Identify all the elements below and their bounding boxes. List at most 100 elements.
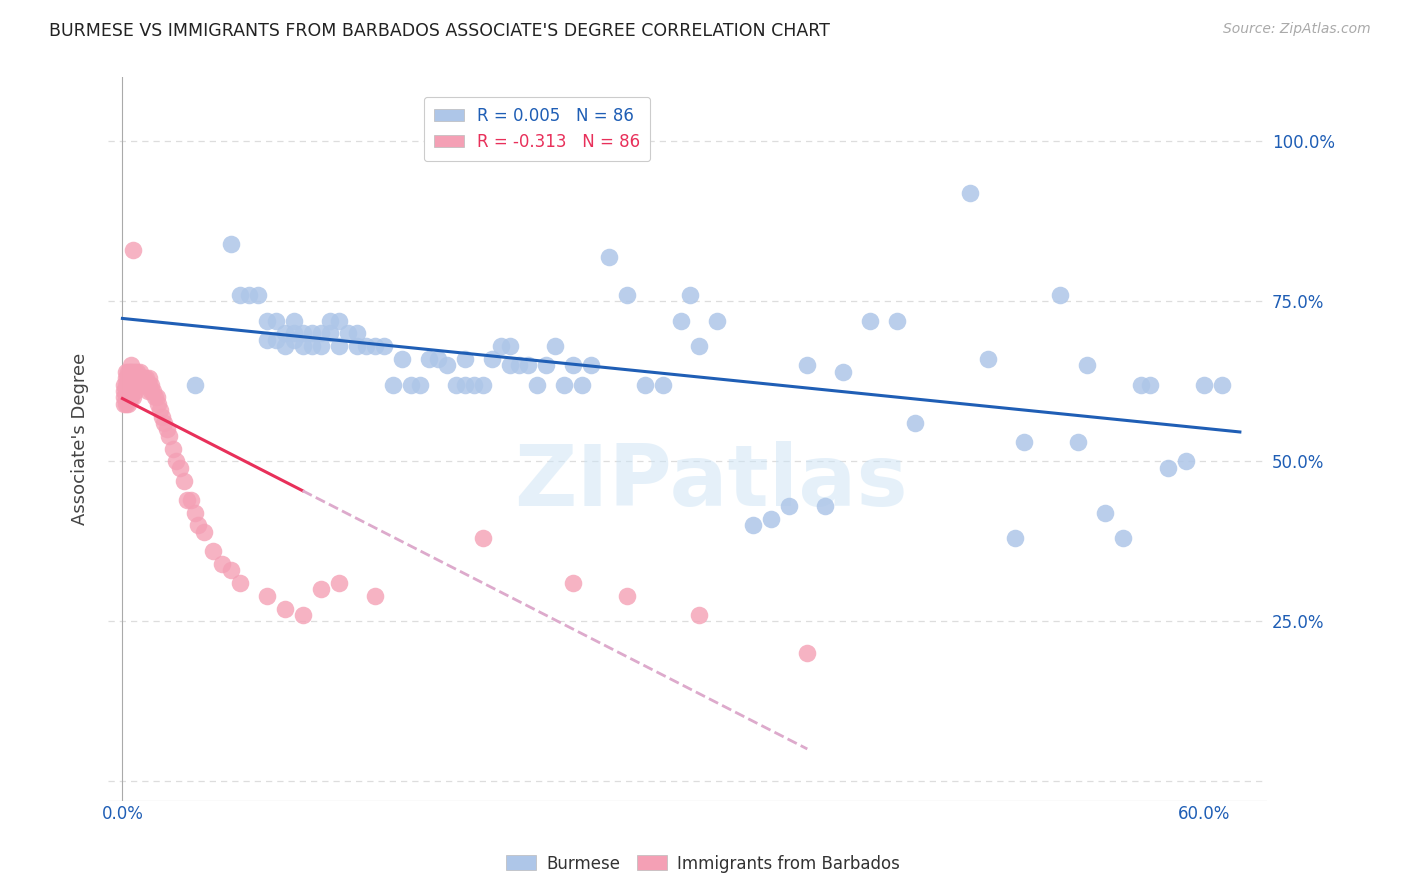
Point (1076, 359, 1098, 373)
Point (1129, 377, 1152, 392)
Point (228, 576, 250, 591)
Point (148, 397, 170, 411)
Point (117, 391, 139, 405)
Point (688, 339, 710, 353)
Point (132, 377, 155, 392)
Point (309, 326, 332, 341)
Point (481, 352, 503, 367)
Point (138, 377, 160, 392)
Point (336, 326, 359, 341)
Point (669, 313, 692, 327)
Point (283, 333, 305, 347)
Point (228, 288, 250, 302)
Point (761, 512, 783, 526)
Point (141, 377, 163, 392)
Point (859, 313, 882, 327)
Point (120, 365, 142, 379)
Point (143, 391, 166, 405)
Point (173, 474, 195, 488)
Point (124, 384, 146, 398)
Point (141, 384, 163, 398)
Point (328, 339, 350, 353)
Point (131, 377, 153, 392)
Point (454, 377, 477, 392)
Point (1049, 288, 1071, 302)
Point (120, 377, 142, 392)
Point (131, 371, 153, 385)
Point (796, 359, 818, 373)
Point (444, 377, 467, 392)
Point (238, 288, 260, 302)
Point (264, 313, 287, 327)
Point (122, 244, 145, 258)
Point (1192, 377, 1215, 392)
Point (246, 288, 269, 302)
Point (291, 339, 314, 353)
Point (115, 384, 138, 398)
Point (187, 518, 209, 533)
Point (112, 391, 135, 405)
Point (399, 377, 422, 392)
Point (516, 359, 538, 373)
Point (318, 313, 340, 327)
Point (149, 403, 172, 417)
Point (489, 339, 512, 353)
Point (129, 365, 152, 379)
Point (122, 377, 145, 392)
Point (136, 384, 159, 398)
Point (193, 524, 215, 539)
Point (976, 352, 998, 367)
Point (124, 377, 146, 392)
Point (796, 647, 818, 661)
Point (454, 352, 477, 367)
Point (499, 359, 522, 373)
Point (256, 333, 278, 347)
Point (499, 339, 522, 353)
Point (354, 339, 377, 353)
Point (157, 429, 180, 443)
Point (283, 326, 305, 341)
Point (112, 384, 135, 398)
Point (138, 371, 160, 385)
Text: Source: ZipAtlas.com: Source: ZipAtlas.com (1223, 22, 1371, 37)
Point (318, 326, 340, 341)
Point (124, 371, 146, 385)
Point (301, 326, 323, 341)
Point (544, 339, 567, 353)
Point (553, 377, 575, 392)
Point (579, 359, 602, 373)
Point (211, 557, 233, 571)
Point (256, 589, 278, 603)
Point (706, 313, 728, 327)
Point (183, 506, 205, 520)
Point (125, 365, 148, 379)
Point (364, 589, 387, 603)
Point (117, 365, 139, 379)
Point (117, 371, 139, 385)
Point (346, 339, 368, 353)
Point (283, 313, 305, 327)
Point (309, 339, 332, 353)
Point (273, 601, 295, 615)
Point (169, 460, 191, 475)
Point (124, 365, 146, 379)
Point (135, 377, 157, 392)
Point (219, 563, 242, 577)
Point (1157, 460, 1180, 475)
Y-axis label: Associate's Degree: Associate's Degree (72, 353, 89, 525)
Point (616, 589, 638, 603)
Point (959, 186, 981, 200)
Point (117, 397, 139, 411)
Point (142, 384, 165, 398)
Point (526, 377, 548, 392)
Point (301, 339, 323, 353)
Point (117, 377, 139, 392)
Point (1211, 377, 1233, 392)
Point (120, 359, 142, 373)
Point (120, 371, 142, 385)
Point (129, 377, 152, 392)
Point (291, 607, 314, 622)
Point (436, 359, 458, 373)
Point (904, 416, 927, 430)
Point (264, 333, 287, 347)
